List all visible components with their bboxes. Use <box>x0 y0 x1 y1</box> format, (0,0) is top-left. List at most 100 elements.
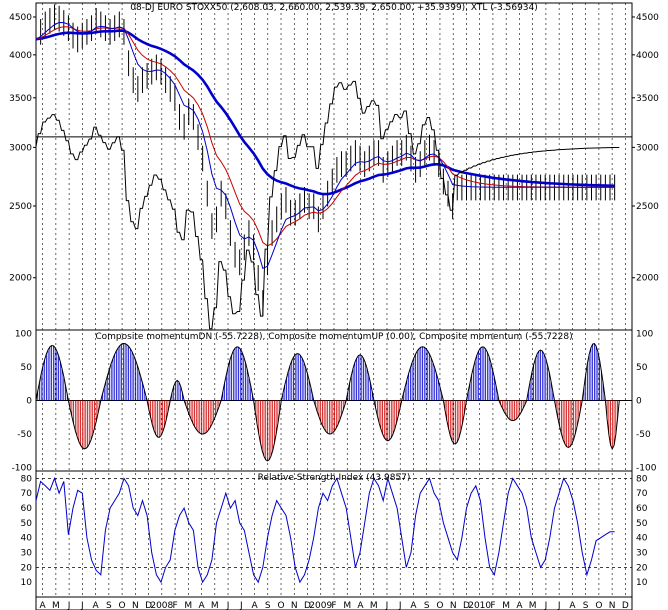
cycle-line <box>35 80 620 330</box>
x-tick-label: D <box>463 601 470 610</box>
y-tick-label-right: 4000 <box>636 51 659 61</box>
y-tick-label-left: 3500 <box>9 94 32 104</box>
y-tick-label-right: 60 <box>636 504 648 514</box>
x-tick-label: N <box>450 601 457 610</box>
x-tick-label: F <box>172 601 177 610</box>
x-tick-label: S <box>424 601 430 610</box>
y-tick-label-left: 2000 <box>9 274 32 284</box>
x-tick-label: J <box>385 601 389 610</box>
y-tick-label-right: 50 <box>636 363 648 373</box>
price-panel-title: 08-DJ EURO STOXX50 (2,608.03, 2,660.00, … <box>130 3 538 13</box>
x-tick-label: 2009 <box>309 601 332 610</box>
x-tick-label: D <box>622 601 629 610</box>
x-tick-label: A <box>516 601 523 610</box>
x-tick-label: F <box>490 601 495 610</box>
y-tick-label-left: 50 <box>21 363 33 373</box>
momentum-bars <box>37 343 618 461</box>
y-tick-label-right: 3000 <box>636 143 659 153</box>
y-tick-label-left: 2500 <box>9 202 32 212</box>
x-tick-label: D <box>304 601 311 610</box>
rsi-panel-title: Relative Strength Index (43.9857) <box>258 473 411 483</box>
y-tick-label-right: 80 <box>636 474 648 484</box>
x-tick-label: F <box>331 601 336 610</box>
x-tick-label: M <box>52 601 60 610</box>
ma-short-line <box>35 21 615 269</box>
x-tick-label: S <box>583 601 589 610</box>
y-tick-label-right: 4500 <box>636 13 659 23</box>
x-tick-label: A <box>93 601 100 610</box>
y-tick-label-right: 0 <box>636 397 642 407</box>
ma-long-line <box>35 29 615 196</box>
x-tick-label: N <box>291 601 298 610</box>
x-tick-label: M <box>529 601 537 610</box>
y-tick-label-right: 20 <box>636 563 648 573</box>
y-tick-label-right: -100 <box>636 464 657 474</box>
x-tick-label: A <box>40 601 47 610</box>
y-tick-label-left: 50 <box>21 519 33 529</box>
x-tick-label: N <box>132 601 139 610</box>
x-tick-label: M <box>211 601 219 610</box>
x-tick-label: 2010 <box>468 601 491 610</box>
x-tick-label: A <box>410 601 417 610</box>
y-tick-label-right: 3500 <box>636 94 659 104</box>
x-tick-label: J <box>239 601 243 610</box>
x-tick-label: J <box>557 601 561 610</box>
y-tick-label-right: 70 <box>636 489 648 499</box>
y-tick-label-left: -50 <box>17 430 32 440</box>
x-tick-label: N <box>609 601 616 610</box>
x-tick-label: 2008 <box>150 601 173 610</box>
y-tick-label-right: 100 <box>636 329 653 339</box>
y-tick-label-left: 0 <box>26 397 32 407</box>
x-tick-label: O <box>436 601 443 610</box>
y-tick-label-left: 30 <box>21 549 33 559</box>
y-tick-label-right: 10 <box>636 578 648 588</box>
y-tick-label-left: 70 <box>21 489 33 499</box>
y-tick-label-left: 3000 <box>9 143 32 153</box>
y-tick-label-left: 20 <box>21 563 33 573</box>
x-tick-label: J <box>226 601 230 610</box>
y-tick-label-left: 4000 <box>9 51 32 61</box>
y-tick-label-left: 80 <box>21 474 33 484</box>
x-tick-label: J <box>80 601 84 610</box>
x-tick-label: J <box>67 601 71 610</box>
x-tick-label: O <box>277 601 284 610</box>
x-tick-label: A <box>569 601 576 610</box>
x-tick-label: J <box>544 601 548 610</box>
y-tick-label-left: 40 <box>21 534 33 544</box>
y-tick-label-left: 100 <box>15 329 32 339</box>
rsi-line <box>35 476 615 584</box>
y-tick-label-left: 60 <box>21 504 33 514</box>
momentum-curve <box>35 342 620 462</box>
y-tick-label-right: -50 <box>636 430 651 440</box>
x-tick-label: M <box>184 601 192 610</box>
x-tick-label: D <box>145 601 152 610</box>
y-tick-label-right: 30 <box>636 549 648 559</box>
x-tick-label: J <box>398 601 402 610</box>
x-axis-strip <box>35 596 633 610</box>
chart-grid <box>42 3 626 597</box>
ma-medium-line <box>35 26 615 247</box>
x-tick-label: M <box>502 601 510 610</box>
price-bars <box>35 4 616 316</box>
price-y-axis: 4500 4500 4000 4000 3500 3500 3000 3000 2500 2500… <box>9 13 659 284</box>
x-tick-label: S <box>265 601 271 610</box>
rsi-y-axis: 80 80 70 70 60 60 50 50 40 40 30 30 20 20 10 10 <box>21 474 648 588</box>
y-tick-label-right: 2500 <box>636 202 659 212</box>
x-tick-label: S <box>106 601 112 610</box>
x-tick-label: A <box>357 601 364 610</box>
y-tick-label-right: 50 <box>636 519 648 529</box>
y-tick-label-right: 2000 <box>636 274 659 284</box>
x-tick-label: M <box>370 601 378 610</box>
momentum-y-axis: 100 100 50 50 0 0 -50 -50 -100 -100 <box>12 329 657 473</box>
y-tick-label-left: 10 <box>21 578 33 588</box>
price-panel <box>35 2 633 331</box>
x-tick-label: A <box>251 601 258 610</box>
x-tick-label: O <box>595 601 602 610</box>
y-tick-label-right: 40 <box>636 534 648 544</box>
momentum-panel-title: Composite momentumDN (-55.7228), Composi… <box>95 332 572 342</box>
x-tick-label: M <box>343 601 351 610</box>
y-tick-label-left: -100 <box>12 464 33 474</box>
x-tick-label: O <box>119 601 126 610</box>
